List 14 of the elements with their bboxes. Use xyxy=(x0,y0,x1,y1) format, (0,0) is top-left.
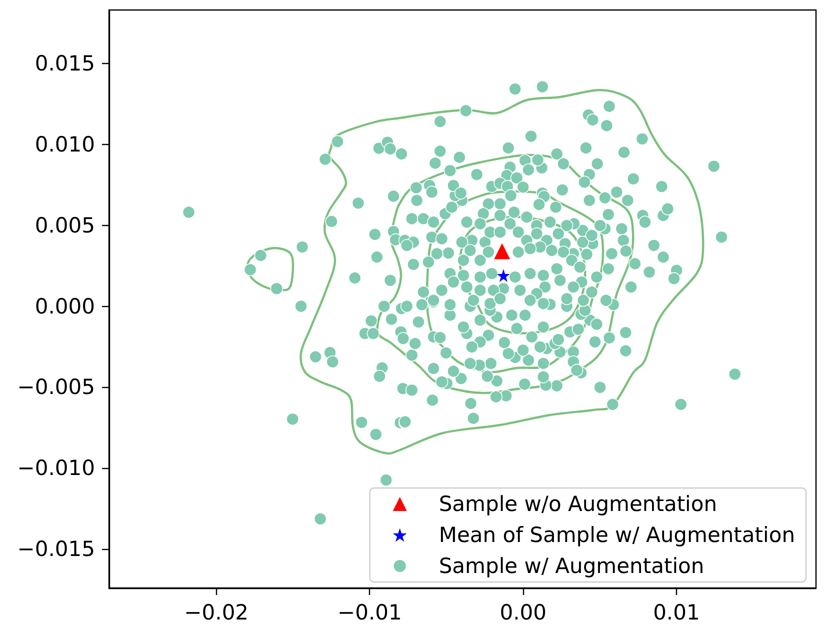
legend-label: Mean of Sample w/ Augmentation xyxy=(438,523,795,547)
y-tick-label: −0.015 xyxy=(17,537,95,562)
x-tick-label: −0.01 xyxy=(338,600,402,624)
y-tick-label: 0.000 xyxy=(34,294,95,318)
y-tick-label: −0.010 xyxy=(17,456,95,480)
y-tick-label: −0.005 xyxy=(17,375,95,400)
y-tick-label: 0.015 xyxy=(34,51,95,76)
x-tick-label: 0.00 xyxy=(500,600,546,624)
legend-label: Sample w/o Augmentation xyxy=(438,492,718,516)
x-tick-label: −0.02 xyxy=(184,600,249,624)
legend-label: Sample w/ Augmentation xyxy=(438,554,704,578)
y-tick-label: 0.010 xyxy=(34,132,95,156)
y-tick-label: 0.005 xyxy=(34,213,95,238)
x-tick-label: 0.01 xyxy=(653,600,700,624)
